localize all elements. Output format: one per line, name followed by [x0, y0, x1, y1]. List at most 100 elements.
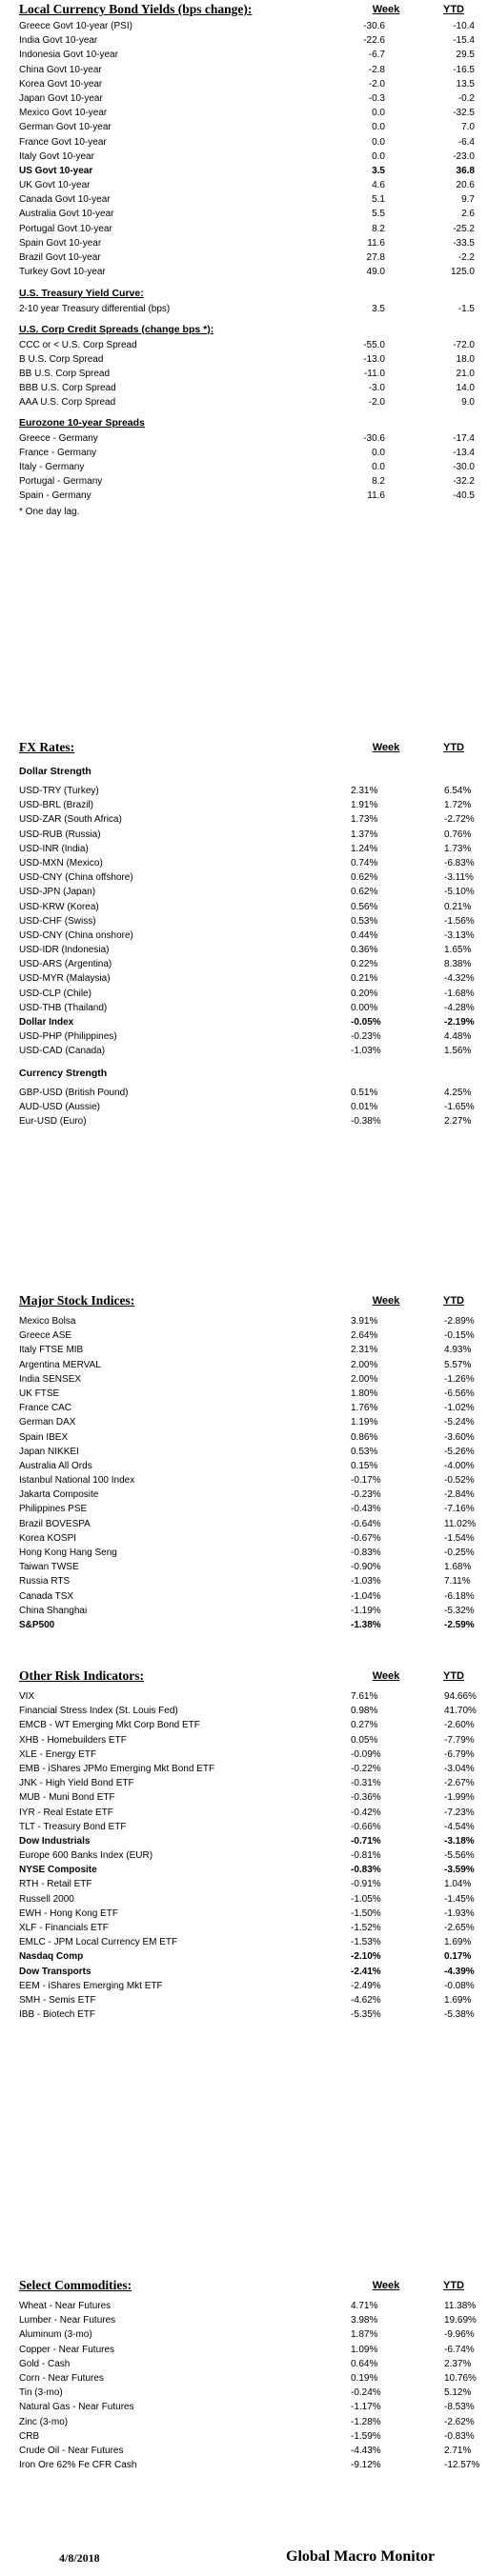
- table-row: Financial Stress Index (St. Louis Fed) 0.…: [19, 1704, 477, 1718]
- week-value: -0.23%: [351, 1489, 381, 1501]
- row-label: Mexico Govt 10-year: [19, 108, 108, 119]
- week-value: 0.0: [372, 461, 385, 472]
- ytd-value: -4.39%: [444, 1966, 475, 1977]
- ytd-value: -0.15%: [444, 1330, 475, 1342]
- week-value: -0.23%: [351, 1031, 381, 1043]
- table-row: Europe 600 Banks Index (EUR) -0.81% -5.56%: [19, 1848, 477, 1863]
- row-label: Dow Industrials: [19, 1835, 91, 1847]
- week-value: 1.80%: [351, 1388, 378, 1399]
- table-row: Copper - Near Futures 1.09% -6.74%: [19, 2343, 477, 2357]
- bond-yields-title: Local Currency Bond Yields (bps change):: [19, 2, 253, 16]
- week-value: -0.43%: [351, 1504, 381, 1515]
- ytd-value: 1.69%: [444, 1994, 472, 2006]
- week-column-header: Week: [372, 1670, 400, 1682]
- row-label: USD-MXN (Mexico): [19, 857, 103, 869]
- table-row: Brazil Govt 10-year 27.8 -2.2: [19, 250, 477, 265]
- row-label: Spain Govt 10-year: [19, 237, 102, 249]
- row-label: VIX: [19, 1691, 35, 1702]
- ytd-value: -16.5: [453, 64, 475, 75]
- week-value: 0.36%: [351, 945, 378, 956]
- week-value: 0.0: [372, 108, 385, 119]
- row-label: CRB: [19, 2430, 40, 2442]
- ytd-value: 10.76%: [444, 2372, 477, 2384]
- ytd-value: -0.25%: [444, 1548, 475, 1558]
- stocks-header: Major Stock Indices: Week YTD: [19, 1291, 477, 1310]
- row-label: Canada TSX: [19, 1590, 74, 1602]
- table-row: India Govt 10-year -22.6 -15.4: [19, 33, 477, 48]
- week-value: 0.05%: [351, 1734, 378, 1746]
- week-value: 8.2: [372, 476, 385, 488]
- week-value: -0.3: [368, 92, 385, 104]
- week-value: 0.22%: [351, 959, 378, 970]
- ytd-value: 1.68%: [444, 1562, 472, 1573]
- ytd-value: -6.18%: [444, 1590, 475, 1602]
- ytd-value: -7.23%: [444, 1807, 475, 1818]
- week-value: 11.6: [367, 237, 385, 249]
- row-label: USD-BRL (Brazil): [19, 800, 93, 811]
- ytd-value: 11.02%: [444, 1518, 477, 1529]
- ytd-value: -23.0: [453, 150, 475, 162]
- ytd-value: 125.0: [450, 267, 475, 278]
- table-row: Canada Govt 10-year 5.1 9.7: [19, 192, 477, 207]
- week-value: 2.00%: [351, 1373, 378, 1385]
- row-label: Australia All Ords: [19, 1460, 92, 1471]
- row-label: USD-INR (India): [19, 843, 89, 854]
- table-row: USD-JPN (Japan) 0.62% -5.10%: [19, 885, 477, 899]
- ytd-value: -7.79%: [444, 1734, 475, 1746]
- table-row: Brazil BOVESPA -0.64% 11.02%: [19, 1517, 477, 1531]
- week-value: -0.66%: [351, 1821, 381, 1832]
- row-label: Corn - Near Futures: [19, 2372, 104, 2384]
- table-row: Turkey Govt 10-year 49.0 125.0: [19, 265, 477, 279]
- table-row: Canada TSX -1.04% -6.18%: [19, 1589, 477, 1604]
- row-label: Spain - Germany: [19, 490, 92, 502]
- week-value: 4.6: [372, 180, 385, 191]
- row-label: Russia RTS: [19, 1576, 71, 1588]
- week-value: 27.8: [366, 252, 385, 263]
- ytd-value: 2.37%: [444, 2358, 472, 2369]
- risk-title: Other Risk Indicators:: [19, 1668, 145, 1683]
- week-value: 0.86%: [351, 1431, 378, 1443]
- ytd-value: -1.02%: [444, 1403, 475, 1414]
- table-row: India SENSEX 2.00% -1.26%: [19, 1372, 477, 1387]
- ytd-value: 11.38%: [444, 2301, 477, 2311]
- table-row: Greece ASE 2.64% -0.15%: [19, 1328, 477, 1343]
- ytd-value: -5.32%: [444, 1605, 475, 1616]
- table-row: Corn - Near Futures 0.19% 10.76%: [19, 2371, 477, 2386]
- row-label: Philippines PSE: [19, 1504, 88, 1515]
- table-row: 2-10 year Treasury differential (bps) 3.5…: [19, 302, 477, 316]
- table-row: Greece Govt 10-year (PSI) -30.6 -10.4: [19, 19, 477, 33]
- row-label: Crude Oil - Near Futures: [19, 2445, 124, 2456]
- ytd-value: 0.21%: [444, 901, 472, 912]
- week-value: -0.90%: [351, 1562, 381, 1573]
- ytd-value: 29.5: [456, 50, 475, 61]
- table-row: BBB U.S. Corp Spread -3.0 14.0: [19, 381, 477, 395]
- ytd-value: -2.84%: [444, 1489, 475, 1501]
- commodities-section: Select Commodities: Week YTD Wheat - Nea…: [19, 2276, 479, 2472]
- ytd-value: 2.6: [461, 209, 475, 220]
- row-label: 2-10 year Treasury differential (bps): [19, 304, 171, 315]
- table-row: EWH - Hong Kong ETF -1.50% -1.93%: [19, 1907, 477, 1921]
- week-value: 0.27%: [351, 1720, 378, 1731]
- ytd-value: -33.5: [453, 237, 475, 249]
- week-value: -0.22%: [351, 1763, 381, 1774]
- row-label: Argentina MERVAL: [19, 1359, 101, 1370]
- table-row: AAA U.S. Corp Spread -2.0 9.0: [19, 395, 477, 409]
- ytd-value: -2.89%: [444, 1316, 475, 1327]
- row-label: Tin (3-mo): [19, 2387, 63, 2399]
- table-row: Greece - Germany -30.6 -17.4: [19, 431, 477, 446]
- row-label: Japan NIKKEI: [19, 1446, 79, 1457]
- table-row: Aluminum (3-mo) 1.87% -9.96%: [19, 2327, 477, 2342]
- table-row: USD-MXN (Mexico) 0.74% -6.83%: [19, 856, 477, 870]
- week-value: -0.83%: [351, 1865, 381, 1876]
- ytd-value: 36.8: [456, 165, 475, 176]
- week-value: -2.8: [368, 64, 385, 75]
- table-row: CCC or < U.S. Corp Spread -55.0 -72.0: [19, 338, 477, 352]
- week-column-header: Week: [372, 742, 400, 753]
- table-row: Australia Govt 10-year 5.5 2.6: [19, 207, 477, 221]
- table-row: USD-TRY (Turkey) 2.31% 6.54%: [19, 784, 477, 798]
- row-label: Mexico Bolsa: [19, 1316, 76, 1327]
- row-label: IBB - Biotech ETF: [19, 2009, 96, 2021]
- week-value: 3.91%: [351, 1316, 378, 1327]
- table-row: Dow Industrials -0.71% -3.18%: [19, 1834, 477, 1848]
- row-label: India Govt 10-year: [19, 35, 98, 47]
